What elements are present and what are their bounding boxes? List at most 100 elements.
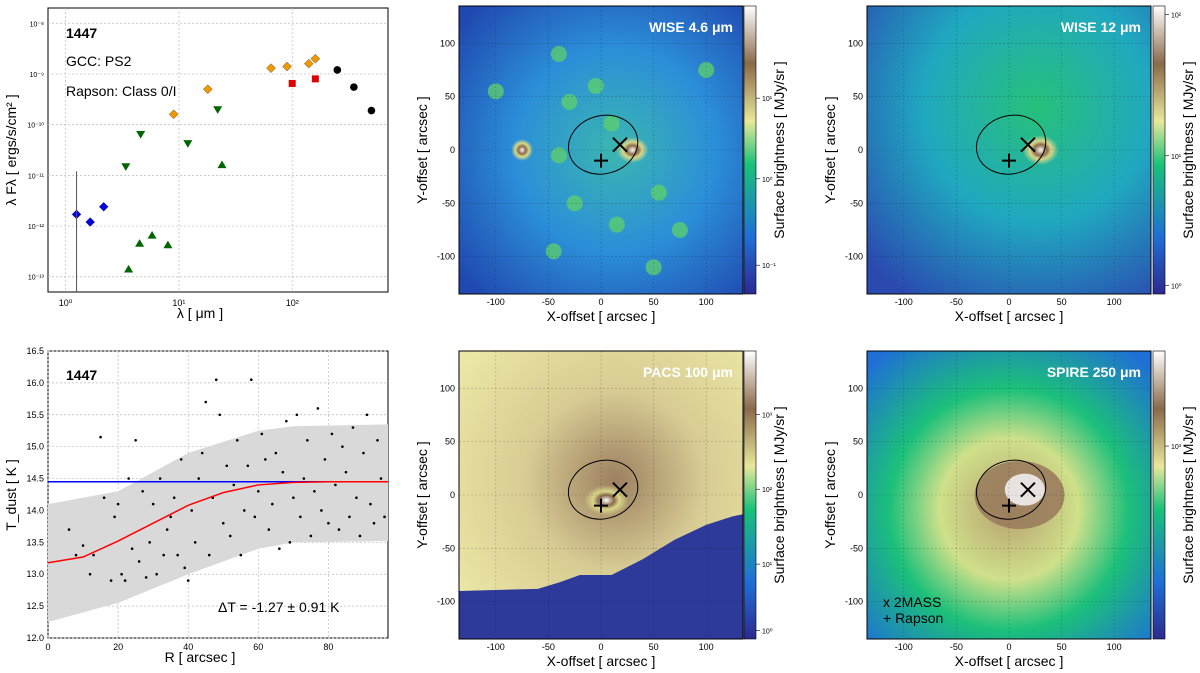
tdust-point bbox=[200, 451, 204, 455]
tdust-point bbox=[141, 490, 144, 493]
map-xtick: -100 bbox=[487, 297, 505, 307]
sed-point bbox=[98, 201, 109, 212]
tdust-point bbox=[155, 572, 158, 576]
tdust-point bbox=[190, 509, 194, 512]
map-xtick: 50 bbox=[649, 642, 659, 652]
sed-ticks: 10⁰ 10¹ 10² 10⁻⁸ 10⁻⁹ 10⁻¹⁰ 10⁻¹¹ 10⁻¹² 10⁻¹³ bbox=[27, 21, 298, 308]
map-ytick: 0 bbox=[450, 145, 455, 155]
map-ytick: 100 bbox=[848, 383, 863, 393]
tdust-xtick: 80 bbox=[323, 642, 333, 652]
tdust-point bbox=[165, 528, 169, 531]
colorbar-label: Surface brightness [ MJy/sr ] bbox=[771, 61, 787, 238]
sed-grid bbox=[48, 8, 388, 292]
tdust-point bbox=[271, 502, 274, 506]
tdust-point bbox=[92, 553, 95, 557]
tdust-point bbox=[246, 464, 250, 468]
map-aperture-ellipse bbox=[567, 459, 639, 520]
sed-point bbox=[288, 79, 296, 87]
colorbar-tick: 10⁰ bbox=[762, 176, 773, 184]
sed-point bbox=[135, 239, 145, 247]
tdust-point bbox=[362, 451, 365, 455]
map-source bbox=[584, 485, 629, 516]
tdust-point bbox=[292, 496, 295, 499]
map-ytick: 100 bbox=[440, 38, 455, 48]
map-xtick: 100 bbox=[1107, 297, 1122, 307]
rapson-marker bbox=[1002, 498, 1016, 513]
map-ytick: 100 bbox=[848, 38, 863, 48]
sed-point bbox=[350, 83, 358, 91]
rapson-marker bbox=[594, 498, 608, 513]
map-ylabel: Y-offset [ arcsec ] bbox=[414, 96, 430, 203]
sed-point bbox=[310, 53, 321, 64]
tdust-point bbox=[253, 515, 257, 519]
map-source bbox=[616, 137, 649, 163]
sed-xtick: 10⁰ bbox=[59, 298, 73, 308]
tdust-ytick: 14.5 bbox=[26, 474, 44, 484]
map-panel-2: -100 100 -50 50 0 0 50 -50 100 -100 PACS 100 μm X-o… bbox=[414, 350, 787, 669]
map-blob bbox=[550, 147, 567, 164]
map-panel-1: -100 100 -50 50 0 0 50 -50 100 -100 WISE 12 μm X-of… bbox=[822, 5, 1196, 324]
map-panel-3: -100 100 -50 50 0 0 50 -50 100 -100 SPIRE 250 μm X-… bbox=[822, 350, 1196, 669]
tdust-point bbox=[120, 572, 123, 576]
tdust-point bbox=[74, 553, 78, 557]
tdust-point bbox=[218, 413, 222, 417]
map-ytick: 0 bbox=[858, 490, 863, 500]
map-xtick: -50 bbox=[542, 642, 555, 652]
tdust-point bbox=[221, 521, 225, 525]
sed-rapson-label: Rapson: Class 0/I bbox=[66, 83, 177, 99]
tdust-point bbox=[148, 541, 151, 544]
map-xtick: 50 bbox=[1057, 642, 1067, 652]
tdust-point bbox=[267, 528, 271, 531]
sed-ytick: 10⁻¹⁰ bbox=[27, 122, 44, 130]
tdust-point bbox=[330, 432, 334, 436]
map-xtick: 100 bbox=[699, 297, 714, 307]
colorbar-tick: 10¹ bbox=[762, 562, 773, 569]
tdust-point bbox=[116, 502, 120, 506]
colorbar-label: Surface brightness [ MJy/sr ] bbox=[771, 406, 787, 583]
tdust-point bbox=[172, 496, 176, 499]
tdust-point bbox=[197, 477, 201, 480]
sed-axes bbox=[47, 7, 389, 293]
sed-ylabel: λ Fλ [ ergs/s/cm² ] bbox=[3, 94, 19, 205]
tdust-point bbox=[281, 470, 285, 474]
colorbar-tick: 10⁰ bbox=[762, 627, 773, 635]
tdust-point bbox=[186, 579, 190, 582]
colorbar bbox=[1152, 350, 1166, 640]
map-ytick: 0 bbox=[450, 490, 455, 500]
sed-gcc-label: GCC: PS2 bbox=[66, 53, 132, 69]
map-xlabel: X-offset [ arcsec ] bbox=[547, 308, 656, 324]
tdust-marks bbox=[48, 378, 388, 623]
tdust-point bbox=[369, 502, 372, 506]
tdust-point bbox=[327, 521, 330, 525]
tdust-point bbox=[123, 579, 127, 582]
map-ytick: 50 bbox=[853, 437, 863, 447]
tdust-point bbox=[372, 521, 376, 525]
2mass-marker bbox=[612, 136, 628, 153]
2mass-marker bbox=[1020, 481, 1036, 498]
map-blob bbox=[603, 115, 620, 132]
tdust-point bbox=[295, 413, 299, 417]
sed-point bbox=[85, 217, 95, 227]
map-xtick: 50 bbox=[1057, 297, 1067, 307]
tdust-point bbox=[249, 378, 253, 382]
map-ytick: -50 bbox=[442, 543, 455, 553]
sed-point bbox=[121, 163, 131, 171]
tdust-xtick: 0 bbox=[45, 642, 50, 652]
map-blob bbox=[650, 184, 667, 201]
tdust-point bbox=[228, 534, 232, 538]
tdust-ytick: 12.5 bbox=[26, 601, 44, 611]
map-xtick: 100 bbox=[699, 642, 714, 652]
tdust-ytick: 13.5 bbox=[26, 537, 44, 547]
map-title: SPIRE 250 μm bbox=[1047, 364, 1141, 380]
tdust-point bbox=[278, 547, 281, 551]
sed-panel: 10⁰ 10¹ 10² 10⁻⁸ 10⁻⁹ 10⁻¹⁰ 10⁻¹¹ 10⁻¹² 10⁻¹³ 14… bbox=[3, 7, 389, 321]
map-panels: -100 100 -50 50 0 0 50 -50 100 -100 WISE 4.6 μm X-o… bbox=[414, 5, 1196, 669]
map-xlabel: X-offset [ arcsec ] bbox=[955, 653, 1064, 669]
tdust-point bbox=[242, 509, 246, 512]
tdust-point bbox=[288, 541, 292, 544]
colorbar-tick: 10³ bbox=[762, 412, 773, 419]
tdust-point bbox=[358, 534, 362, 538]
tdust-point bbox=[214, 378, 218, 382]
2mass-marker bbox=[1020, 136, 1036, 153]
sed-point bbox=[168, 109, 179, 120]
